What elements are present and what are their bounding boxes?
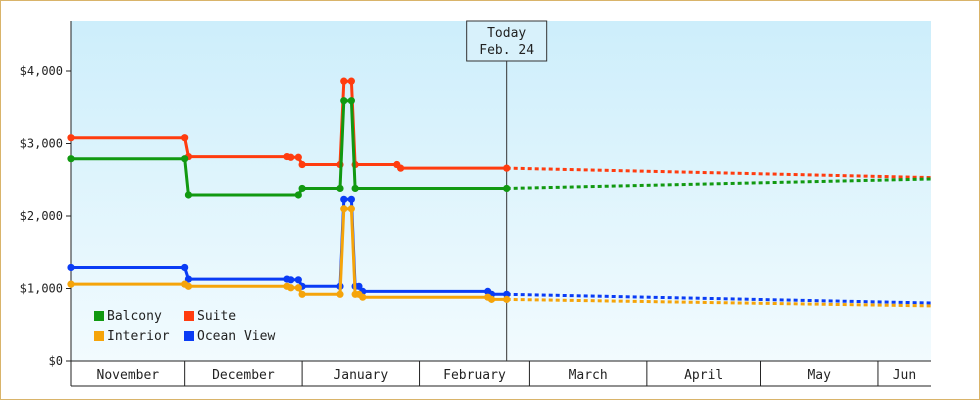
data-point-ocean-view[interactable] xyxy=(347,195,355,203)
series-forecast-balcony xyxy=(506,177,932,190)
legend-label: Balcony xyxy=(107,309,162,324)
legend-swatch xyxy=(94,331,104,341)
data-point-balcony[interactable] xyxy=(184,191,193,199)
legend-swatch xyxy=(94,311,104,321)
data-point-balcony[interactable] xyxy=(351,184,359,193)
data-point-interior[interactable] xyxy=(359,293,367,301)
series-forecast-suite xyxy=(506,166,932,180)
data-point-interior[interactable] xyxy=(503,295,511,303)
data-point-ocean-view[interactable] xyxy=(294,276,302,284)
data-point-suite[interactable] xyxy=(298,160,306,169)
series-forecast-interior xyxy=(506,297,932,308)
data-point-balcony[interactable] xyxy=(298,184,306,193)
series-line-suite xyxy=(71,79,507,170)
legend-swatch xyxy=(184,311,194,321)
legend-label: Interior xyxy=(107,329,170,344)
data-point-suite[interactable] xyxy=(181,134,189,142)
data-point-suite[interactable] xyxy=(294,153,302,161)
data-point-suite[interactable] xyxy=(340,77,348,85)
data-point-ocean-view[interactable] xyxy=(340,195,348,203)
month-label: Jun xyxy=(893,368,916,383)
data-point-interior[interactable] xyxy=(67,280,75,288)
x-axis: November December January February March Apri… xyxy=(70,360,931,387)
series-layer xyxy=(67,77,932,308)
series-line-interior xyxy=(71,207,507,301)
today-label-box xyxy=(466,20,548,62)
month-label: April xyxy=(684,368,723,383)
y-tick-label: $2,000 xyxy=(20,209,63,223)
data-point-suite[interactable] xyxy=(67,134,75,142)
data-point-balcony[interactable] xyxy=(336,184,344,193)
data-point-interior[interactable] xyxy=(184,282,193,290)
y-tick-label: $1,000 xyxy=(20,282,63,296)
data-point-interior[interactable] xyxy=(294,284,302,292)
data-point-ocean-view[interactable] xyxy=(184,275,193,283)
y-tick-label: $4,000 xyxy=(20,64,63,78)
data-point-suite[interactable] xyxy=(287,153,295,161)
data-point-balcony[interactable] xyxy=(340,97,348,105)
data-point-interior[interactable] xyxy=(347,205,355,213)
y-tick-label: $3,000 xyxy=(20,137,63,151)
legend-label: Suite xyxy=(197,309,236,324)
data-point-suite[interactable] xyxy=(347,77,355,85)
data-point-ocean-view[interactable] xyxy=(355,282,363,290)
y-tick-label: $0 xyxy=(49,354,63,368)
data-point-interior[interactable] xyxy=(287,284,295,292)
data-point-balcony[interactable] xyxy=(67,155,75,163)
data-point-balcony[interactable] xyxy=(294,191,302,199)
data-point-balcony[interactable] xyxy=(347,97,355,105)
data-point-interior[interactable] xyxy=(336,290,344,298)
legend: Balcony Suite Interior Ocean View xyxy=(94,309,275,344)
data-point-interior[interactable] xyxy=(298,290,306,298)
data-point-ocean-view[interactable] xyxy=(67,263,75,272)
data-point-suite[interactable] xyxy=(503,164,511,172)
legend-swatch xyxy=(184,331,194,341)
data-point-interior[interactable] xyxy=(487,295,496,303)
today-label: Today xyxy=(487,26,526,41)
data-point-ocean-view[interactable] xyxy=(181,263,189,272)
today-date: Feb. 24 xyxy=(479,43,534,58)
data-point-suite[interactable] xyxy=(397,164,405,172)
month-label: February xyxy=(443,368,506,383)
legend-label: Ocean View xyxy=(197,329,275,344)
data-point-ocean-view[interactable] xyxy=(503,290,511,298)
y-axis: $0 $1,000 $2,000 $3,000 $4,000 xyxy=(20,21,72,368)
month-label: March xyxy=(569,368,608,383)
month-label: December xyxy=(212,368,275,383)
data-point-ocean-view[interactable] xyxy=(287,276,295,284)
month-label: November xyxy=(97,368,160,383)
data-point-interior[interactable] xyxy=(340,205,348,213)
today-marker: Today Feb. 24 xyxy=(466,20,548,361)
series-forecast-ocean-view xyxy=(506,292,932,305)
data-point-balcony[interactable] xyxy=(503,184,511,193)
series-line-balcony xyxy=(71,99,507,197)
data-point-balcony[interactable] xyxy=(181,155,189,163)
month-label: January xyxy=(333,368,388,383)
month-label: May xyxy=(807,368,831,383)
